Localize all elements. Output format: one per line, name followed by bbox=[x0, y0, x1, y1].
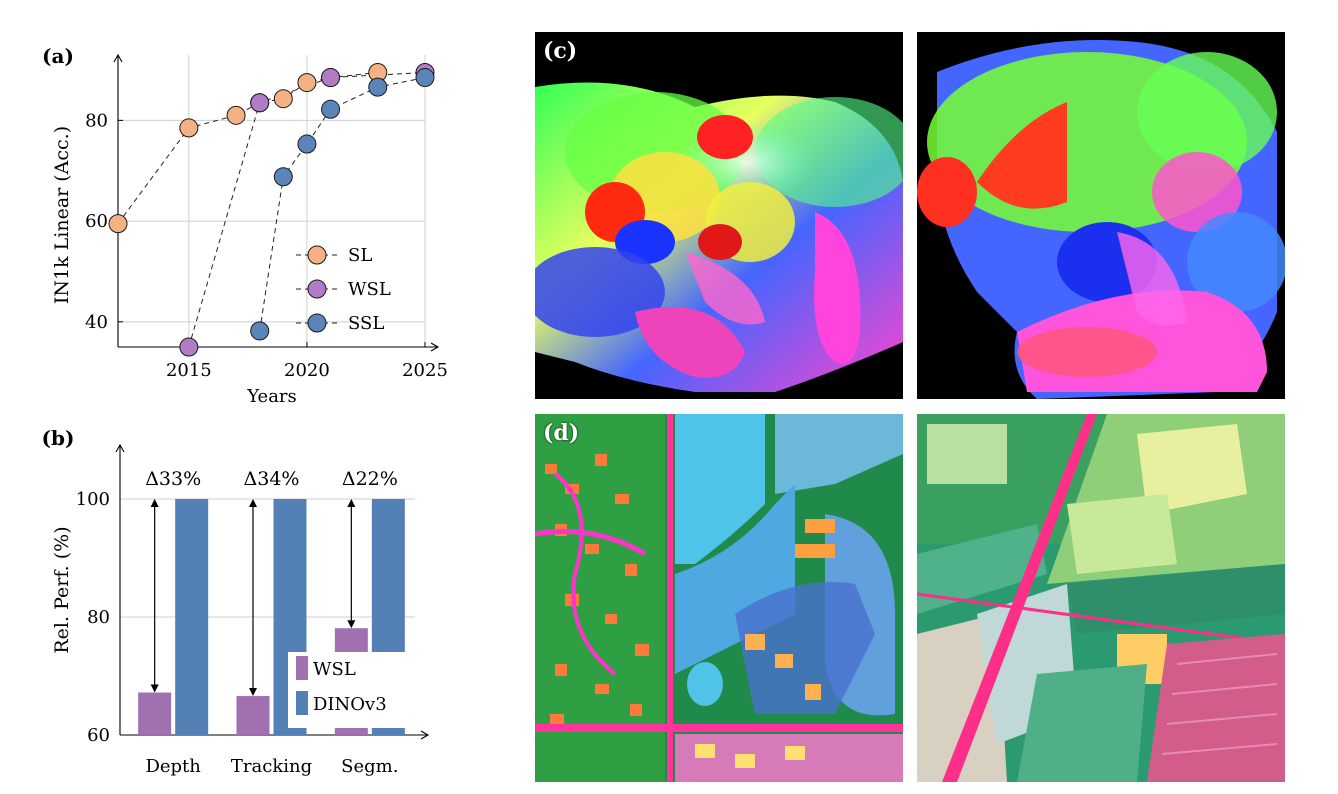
a-legend-marker-1 bbox=[307, 279, 327, 299]
b-bar-wsl-0 bbox=[138, 692, 172, 735]
charts-area: (a) 2015 2020 2025 40 60 80 Years IN1k Linear (A… bbox=[42, 44, 448, 777]
a-series-line-wsl bbox=[188, 72, 426, 348]
b-y-axis-head bbox=[115, 443, 125, 453]
b-ytick-label-2: 100 bbox=[76, 489, 110, 510]
a-xtick-label-2: 2025 bbox=[402, 360, 448, 381]
a-x-axis-head bbox=[430, 342, 440, 352]
b-category-label-2: Segm. bbox=[341, 756, 398, 777]
panel-c-cat-right bbox=[917, 32, 1285, 399]
panel-label-b: (b) bbox=[42, 426, 75, 450]
a-legend-marker-0 bbox=[307, 245, 327, 265]
a-legend-label-1: WSL bbox=[348, 279, 391, 300]
panel-d-aerial-right bbox=[917, 414, 1285, 782]
a-point-ssl bbox=[250, 321, 270, 341]
a-series-line-ssl bbox=[259, 77, 426, 331]
a-point-ssl bbox=[297, 134, 317, 154]
a-ytick-label-0: 40 bbox=[85, 312, 108, 333]
b-delta-label-0: Δ33% bbox=[145, 468, 201, 490]
a-xtick-label-1: 2020 bbox=[284, 360, 330, 381]
a-series-line-sl bbox=[117, 72, 378, 224]
a-point-ssl bbox=[321, 99, 341, 119]
b-delta-arrowhead-top-2 bbox=[347, 499, 356, 507]
b-legend-box bbox=[288, 652, 415, 728]
b-delta-label-2: Δ22% bbox=[342, 468, 398, 490]
a-ytick-label-1: 60 bbox=[85, 211, 108, 232]
b-legend-swatch-0 bbox=[296, 656, 308, 680]
a-legend-marker-2 bbox=[307, 313, 327, 333]
b-category-label-1: Tracking bbox=[231, 756, 312, 777]
a-point-sl bbox=[297, 73, 317, 93]
b-ytick-label-1: 80 bbox=[87, 607, 110, 628]
a-x-axis-label: Years bbox=[246, 386, 297, 407]
a-ytick-label-2: 80 bbox=[85, 110, 108, 131]
b-legend-swatch-1 bbox=[296, 691, 308, 715]
b-category-label-0: Depth bbox=[145, 756, 201, 777]
b-y-axis-label: Rel. Perf. (%) bbox=[51, 526, 73, 653]
b-delta-arrowhead-top-1 bbox=[249, 499, 257, 507]
a-point-wsl bbox=[321, 68, 341, 88]
b-bar-wsl-1 bbox=[236, 696, 270, 735]
a-xtick-label-0: 2015 bbox=[166, 360, 212, 381]
panel-label-c: (c) bbox=[543, 38, 578, 64]
a-point-wsl bbox=[250, 93, 270, 113]
panel-label-d: (d) bbox=[543, 420, 580, 446]
b-x-axis-head bbox=[420, 730, 430, 740]
a-y-axis-head bbox=[113, 53, 123, 63]
panel-label-a: (a) bbox=[42, 44, 74, 68]
b-bar-dinov3-0 bbox=[175, 499, 209, 735]
a-point-sl bbox=[179, 118, 199, 138]
a-legend-label-2: SSL bbox=[348, 313, 384, 334]
a-point-ssl bbox=[273, 167, 293, 187]
a-y-axis-label: IN1k Linear (Acc.) bbox=[51, 126, 73, 304]
b-ytick-label-0: 60 bbox=[87, 725, 110, 746]
a-legend-label-0: SL bbox=[348, 245, 372, 266]
cat-feature-map-left bbox=[535, 82, 903, 392]
panel-c-cat-left: (c) bbox=[535, 32, 903, 399]
b-legend-label-1: DINOv3 bbox=[313, 694, 387, 715]
b-delta-arrowhead-bottom-2 bbox=[347, 620, 356, 629]
aerial-feature-map-left bbox=[535, 414, 903, 782]
cat-feature-map-right bbox=[917, 40, 1285, 399]
a-point-sl bbox=[108, 214, 128, 234]
panel-d-aerial-left: (d) bbox=[535, 414, 903, 782]
b-delta-arrowhead-top-0 bbox=[150, 499, 159, 507]
a-point-sl bbox=[226, 105, 246, 125]
aerial-feature-map-right bbox=[917, 414, 1285, 782]
b-delta-arrowhead-bottom-0 bbox=[150, 684, 159, 693]
a-point-wsl bbox=[179, 337, 199, 357]
a-point-ssl bbox=[368, 77, 388, 97]
b-delta-arrowhead-bottom-1 bbox=[249, 688, 257, 697]
b-legend-label-0: WSL bbox=[313, 659, 356, 680]
b-delta-label-1: Δ34% bbox=[244, 468, 300, 490]
a-point-sl bbox=[273, 89, 293, 109]
a-point-ssl bbox=[415, 68, 435, 88]
